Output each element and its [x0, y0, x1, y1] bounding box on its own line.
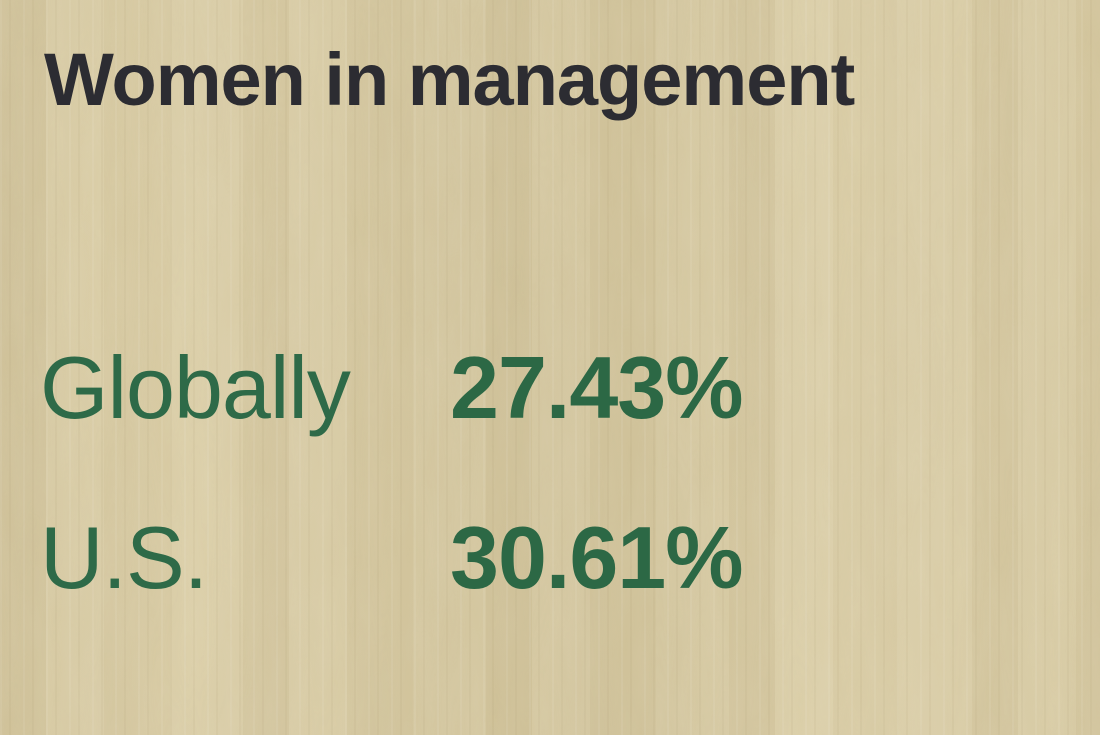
stat-row-us: U.S. 30.61%: [40, 508, 743, 607]
stat-label-globally: Globally: [40, 338, 351, 437]
chart-title: Women in management: [44, 38, 855, 121]
stat-value-us: 30.61%: [450, 508, 743, 607]
stat-value-globally: 27.43%: [450, 338, 743, 437]
stat-row-globally: Globally 27.43%: [40, 338, 743, 437]
stat-label-us: U.S.: [40, 508, 208, 607]
